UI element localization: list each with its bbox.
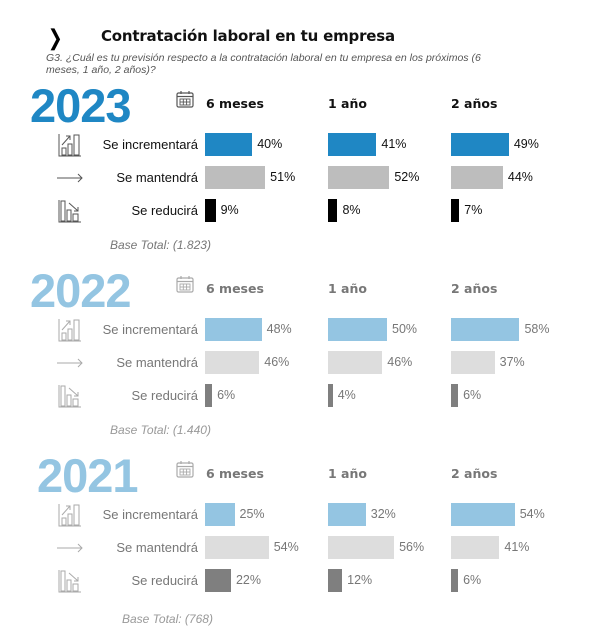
period-header: 2 años [451, 466, 498, 481]
calendar-icon [176, 460, 194, 478]
data-label: 52% [394, 170, 420, 184]
year-panel-2021: 2021 6 meses 1 año 2 años Se incrementará 2… [0, 450, 604, 635]
data-label: 7% [464, 203, 483, 217]
period-header: 1 año [328, 281, 367, 296]
base-total: Base Total: (1.440) [110, 423, 211, 437]
year-label: 2021 [37, 449, 139, 502]
data-label: 12% [347, 573, 373, 587]
period-header: 6 meses [206, 96, 264, 111]
bar [328, 351, 383, 374]
data-label: 40% [257, 137, 283, 151]
calendar-icon [176, 90, 194, 108]
period-header: 6 meses [206, 466, 264, 481]
bar [451, 166, 503, 189]
bar [205, 166, 266, 189]
category-label: Se mantendrá [116, 355, 198, 370]
period-header: 1 año [328, 466, 367, 481]
category-label: Se reducirá [131, 573, 198, 588]
data-label: 4% [337, 388, 356, 402]
bar [328, 569, 343, 592]
increase-chart-icon [57, 132, 83, 158]
year-label: 2022 [30, 264, 132, 317]
data-label: 49% [513, 137, 539, 151]
data-label: 54% [273, 540, 299, 554]
year-label: 2023 [30, 79, 132, 132]
category-label: Se mantendrá [116, 540, 198, 555]
decrease-chart-icon [57, 568, 83, 594]
bar [451, 384, 459, 407]
bar [451, 318, 520, 341]
bar [205, 133, 253, 156]
base-total: Base Total: (768) [122, 612, 213, 626]
bar [451, 503, 515, 526]
year-panel-2023: 2023 6 meses 1 año 2 años Se incrementará 4… [0, 80, 604, 265]
data-label: 44% [507, 170, 533, 184]
data-label: 41% [504, 540, 530, 554]
data-label: 56% [399, 540, 425, 554]
bar [205, 318, 262, 341]
bar [451, 133, 509, 156]
bar [328, 166, 390, 189]
category-label: Se mantendrá [116, 170, 198, 185]
arrow-right-icon [57, 535, 83, 561]
category-label: Se reducirá [131, 388, 198, 403]
bar [328, 503, 366, 526]
bar [205, 536, 269, 559]
year-panel-2022: 2022 6 meses 1 año 2 años Se incrementará 4… [0, 265, 604, 450]
category-label: Se incrementará [102, 137, 198, 152]
data-label: 6% [463, 388, 482, 402]
bar [328, 384, 333, 407]
data-label: 48% [266, 322, 292, 336]
bar [205, 569, 231, 592]
increase-chart-icon [57, 317, 83, 343]
data-label: 58% [524, 322, 550, 336]
bar [205, 503, 235, 526]
period-header: 2 años [451, 96, 498, 111]
decrease-chart-icon [57, 383, 83, 409]
chart-title: Contratación laboral en tu empresa [101, 27, 395, 45]
data-label: 46% [387, 355, 413, 369]
data-label: 51% [270, 170, 296, 184]
bar [328, 133, 377, 156]
calendar-icon [176, 275, 194, 293]
question-text: G3. ¿Cuál es tu previsión respecto a la … [46, 52, 481, 76]
data-label: 37% [499, 355, 525, 369]
bar [451, 569, 459, 592]
period-header: 2 años [451, 281, 498, 296]
bar [328, 318, 387, 341]
bar [451, 351, 495, 374]
data-label: 25% [239, 507, 265, 521]
period-header: 1 año [328, 96, 367, 111]
data-label: 22% [235, 573, 261, 587]
data-label: 54% [519, 507, 545, 521]
bar [328, 536, 395, 559]
bar [328, 199, 338, 222]
base-total: Base Total: (1.823) [110, 238, 211, 252]
bar [451, 536, 500, 559]
chevron-icon: ❯ [47, 26, 63, 51]
bar [451, 199, 460, 222]
arrow-right-icon [57, 165, 83, 191]
decrease-chart-icon [57, 198, 83, 224]
data-label: 9% [220, 203, 239, 217]
category-label: Se incrementará [102, 322, 198, 337]
period-header: 6 meses [206, 281, 264, 296]
data-label: 32% [370, 507, 396, 521]
bar [205, 199, 216, 222]
data-label: 50% [392, 322, 418, 336]
data-label: 41% [381, 137, 407, 151]
data-label: 46% [264, 355, 290, 369]
data-label: 8% [342, 203, 361, 217]
bar [205, 351, 260, 374]
data-label: 6% [217, 388, 236, 402]
category-label: Se reducirá [131, 203, 198, 218]
arrow-right-icon [57, 350, 83, 376]
data-label: 6% [463, 573, 482, 587]
category-label: Se incrementará [102, 507, 198, 522]
increase-chart-icon [57, 502, 83, 528]
bar [205, 384, 213, 407]
